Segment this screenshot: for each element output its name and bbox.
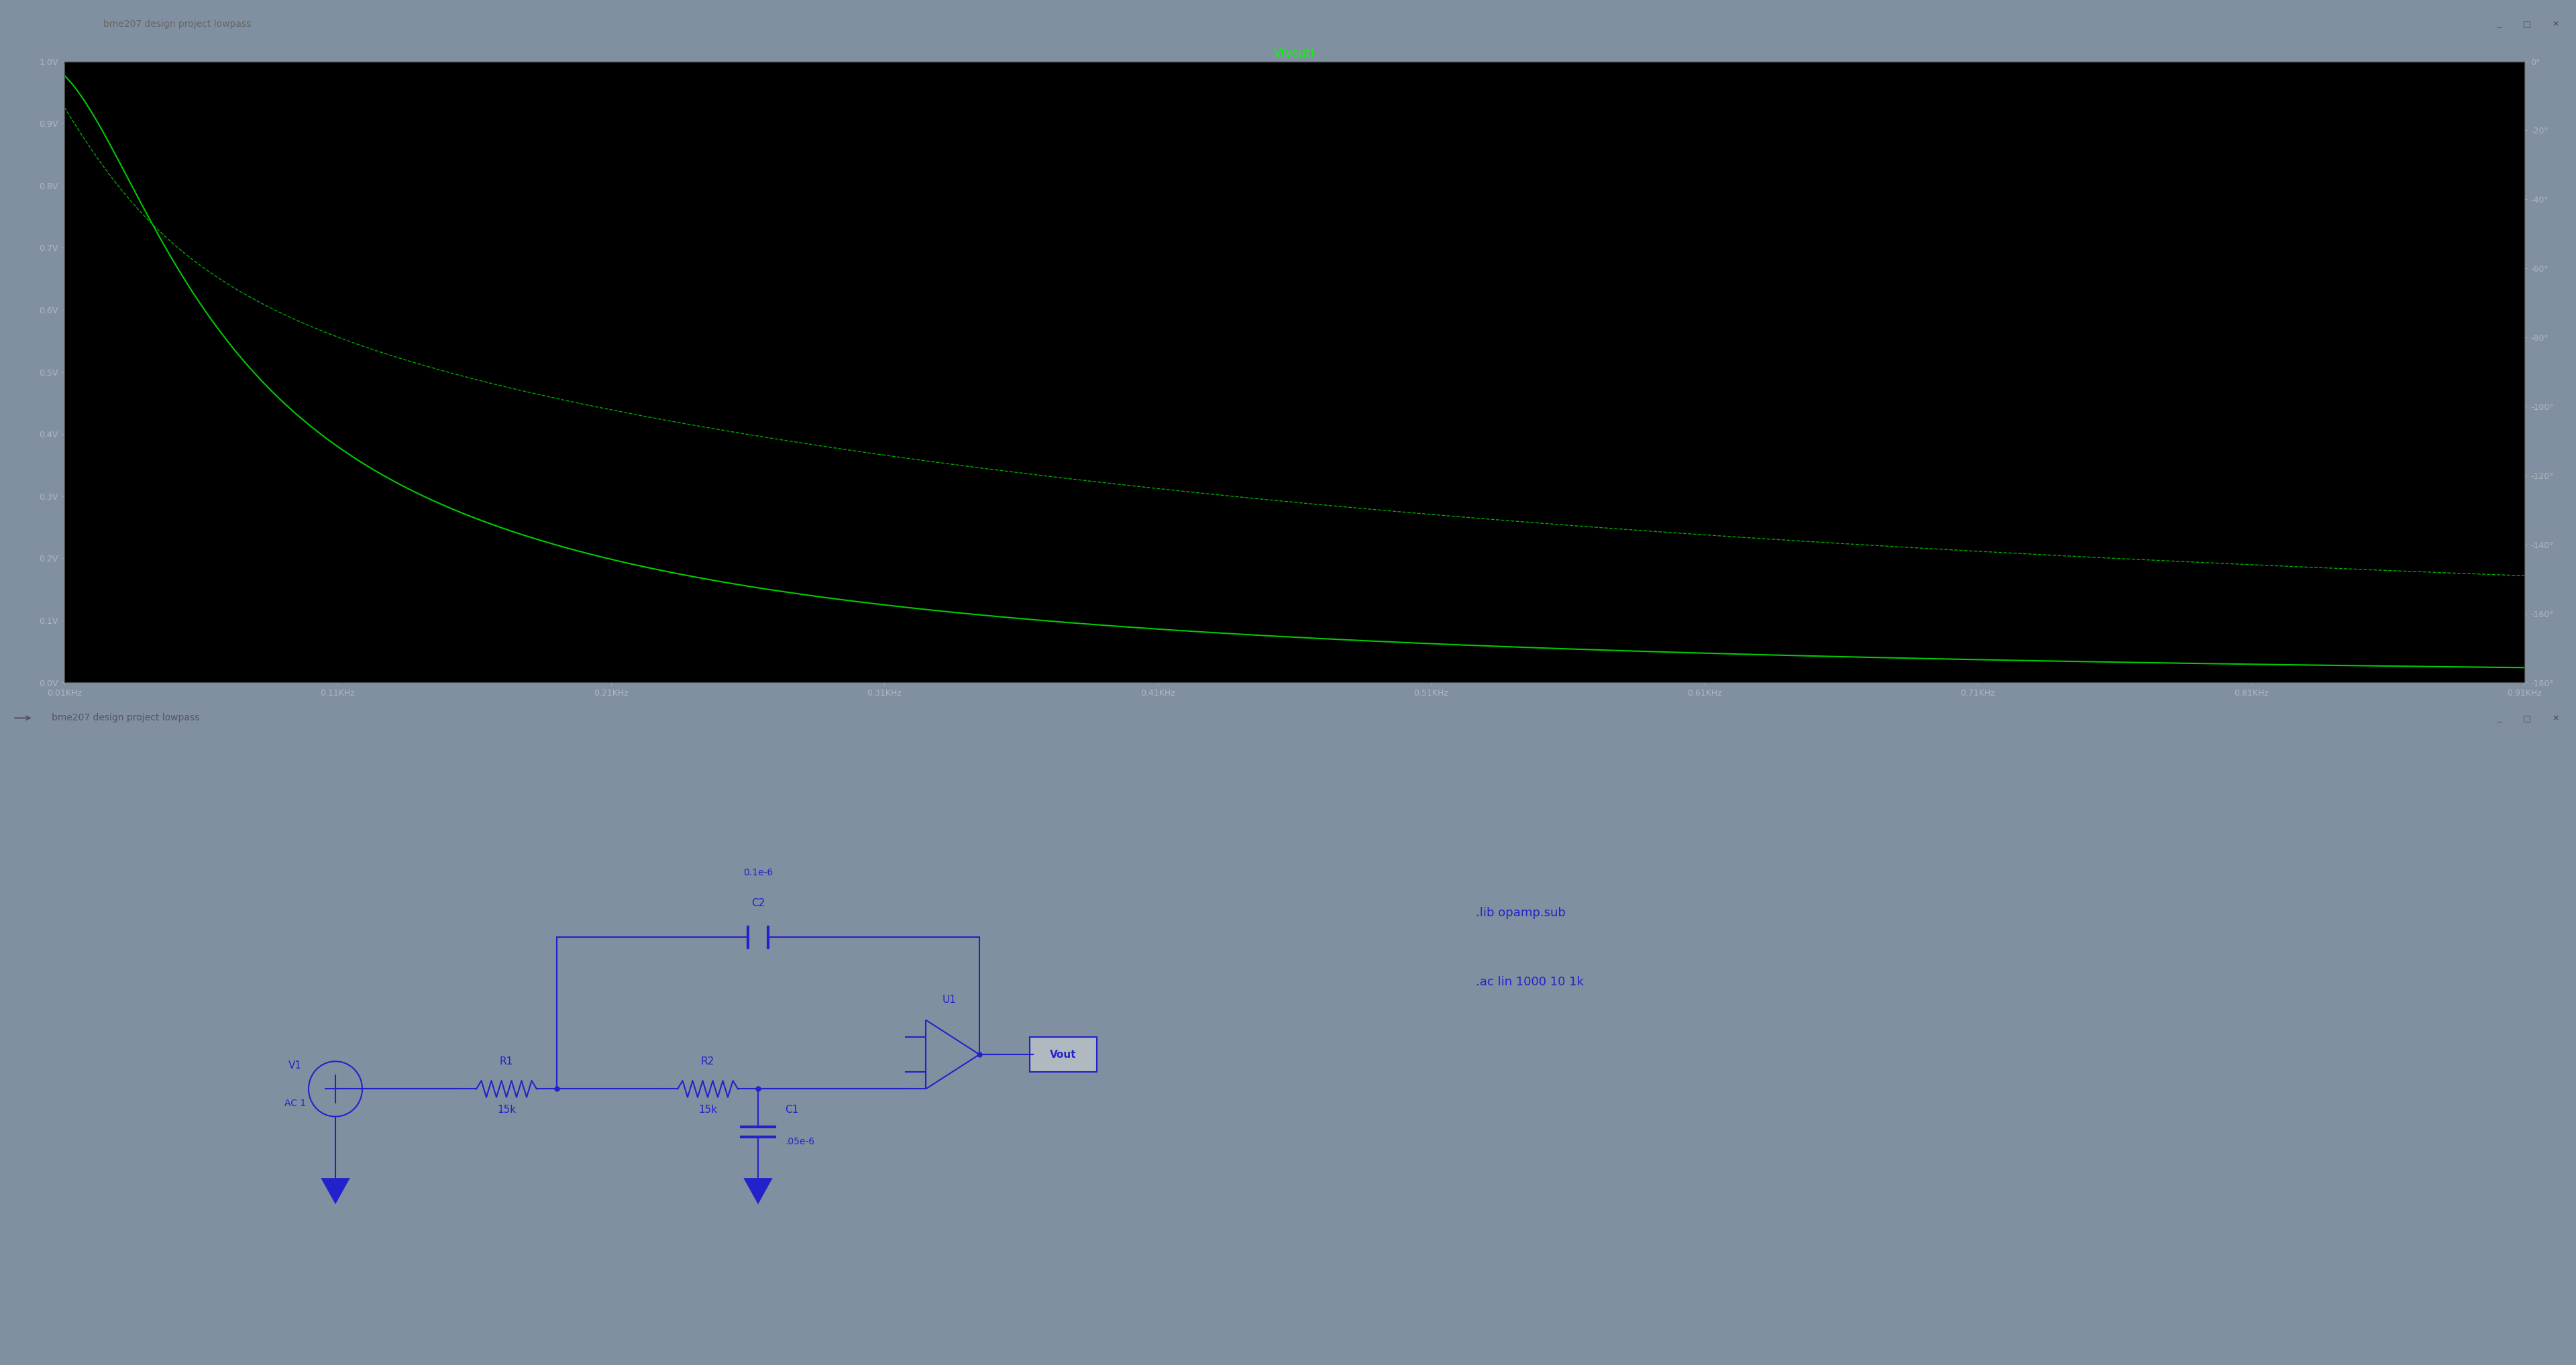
Text: R1: R1 — [500, 1057, 513, 1067]
Text: R2: R2 — [701, 1057, 714, 1067]
Text: 15k: 15k — [698, 1106, 716, 1115]
Polygon shape — [322, 1178, 348, 1203]
FancyBboxPatch shape — [1030, 1037, 1097, 1072]
Title: V(vout): V(vout) — [1275, 48, 1314, 60]
Text: □: □ — [2522, 19, 2532, 29]
Text: ×: × — [2553, 19, 2558, 29]
Text: .lib opamp.sub: .lib opamp.sub — [1476, 908, 1566, 919]
Text: .ac lin 1000 10 1k: .ac lin 1000 10 1k — [1476, 976, 1584, 988]
Text: C2: C2 — [752, 898, 765, 908]
Text: U1: U1 — [943, 995, 956, 1005]
Text: C1: C1 — [786, 1106, 799, 1115]
Text: Vout: Vout — [1051, 1050, 1077, 1059]
Text: □: □ — [2522, 714, 2532, 722]
Text: ×: × — [2553, 714, 2558, 722]
Text: AC 1: AC 1 — [283, 1099, 307, 1108]
Text: V1: V1 — [289, 1061, 301, 1070]
Text: 15k: 15k — [497, 1106, 515, 1115]
Polygon shape — [744, 1178, 770, 1203]
Text: _: _ — [2496, 714, 2501, 722]
Text: 0.1e-6: 0.1e-6 — [744, 868, 773, 878]
Text: .05e-6: .05e-6 — [786, 1137, 814, 1147]
Text: _: _ — [2496, 19, 2501, 29]
Text: bme207 design project lowpass: bme207 design project lowpass — [103, 19, 250, 29]
Text: bme207 design project lowpass: bme207 design project lowpass — [52, 714, 198, 722]
